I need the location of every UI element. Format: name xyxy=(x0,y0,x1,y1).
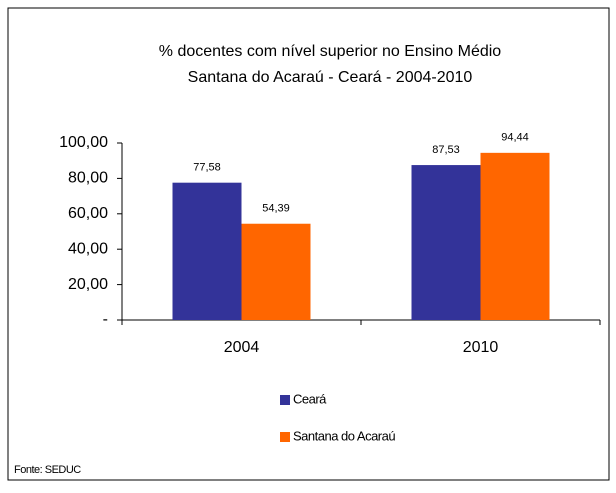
y-tick-label: 80,00 xyxy=(68,170,108,187)
y-tick-label: 40,00 xyxy=(68,240,108,257)
y-tick-label: - xyxy=(103,311,108,328)
bar xyxy=(480,152,550,320)
data-label: 77,58 xyxy=(193,162,221,174)
x-tick-label: 2010 xyxy=(463,339,499,356)
legend-swatch xyxy=(280,432,290,442)
legend-label: Santana do Acaraú xyxy=(293,428,395,443)
legend-swatch xyxy=(280,395,290,405)
y-tick-label: 60,00 xyxy=(68,205,108,222)
data-label: 94,44 xyxy=(501,132,529,144)
x-tick-label: 2004 xyxy=(224,339,260,356)
bar xyxy=(241,223,311,320)
y-tick-label: 20,00 xyxy=(68,276,108,293)
bar xyxy=(172,182,242,320)
chart-title: % docentes com nível superior no Ensino … xyxy=(159,43,502,60)
data-label: 54,39 xyxy=(262,203,290,215)
source-note: Fonte: SEDUC xyxy=(14,464,81,476)
y-tick-label: 100,00 xyxy=(59,134,108,151)
legend-label: Ceará xyxy=(293,391,327,406)
chart-subtitle: Santana do Acaraú - Ceará - 2004-2010 xyxy=(188,69,473,86)
data-label: 87,53 xyxy=(432,144,460,156)
bar xyxy=(411,165,481,320)
